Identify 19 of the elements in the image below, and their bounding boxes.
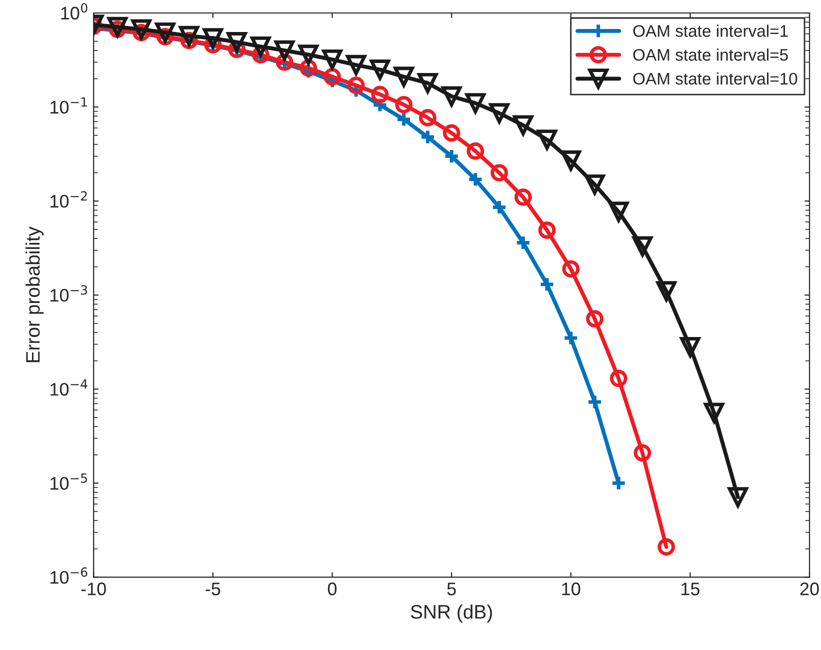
x-tick-label: 15: [682, 582, 700, 596]
y-tick-label: 10$^{−6}$: [50, 567, 88, 584]
legend-label: OAM state interval=5: [633, 48, 788, 61]
y-tick-label: 10$^{0}$: [61, 3, 88, 20]
x-tick-label: 10: [562, 582, 580, 596]
y-tick-label: 10$^{−2}$: [50, 191, 87, 208]
y-axis-title: Error probability: [26, 226, 44, 362]
x-tick-label: 0: [328, 582, 337, 596]
y-tick-label: 10$^{−3}$: [50, 285, 88, 302]
legend-label: OAM state interval=1: [633, 24, 788, 37]
x-tick-label: -10: [81, 582, 106, 596]
x-axis-title: SNR (dB): [410, 604, 492, 623]
y-tick-label: 10$^{−5}$: [50, 473, 87, 490]
y-tick-label: 10$^{−4}$: [50, 379, 88, 396]
x-tick-label: -5: [206, 582, 220, 596]
legend-label: OAM state interval=10: [633, 72, 798, 85]
x-tick-label: 20: [800, 582, 819, 596]
y-tick-label: 10$^{−1}$: [50, 97, 87, 114]
x-tick-label: 5: [447, 582, 456, 596]
